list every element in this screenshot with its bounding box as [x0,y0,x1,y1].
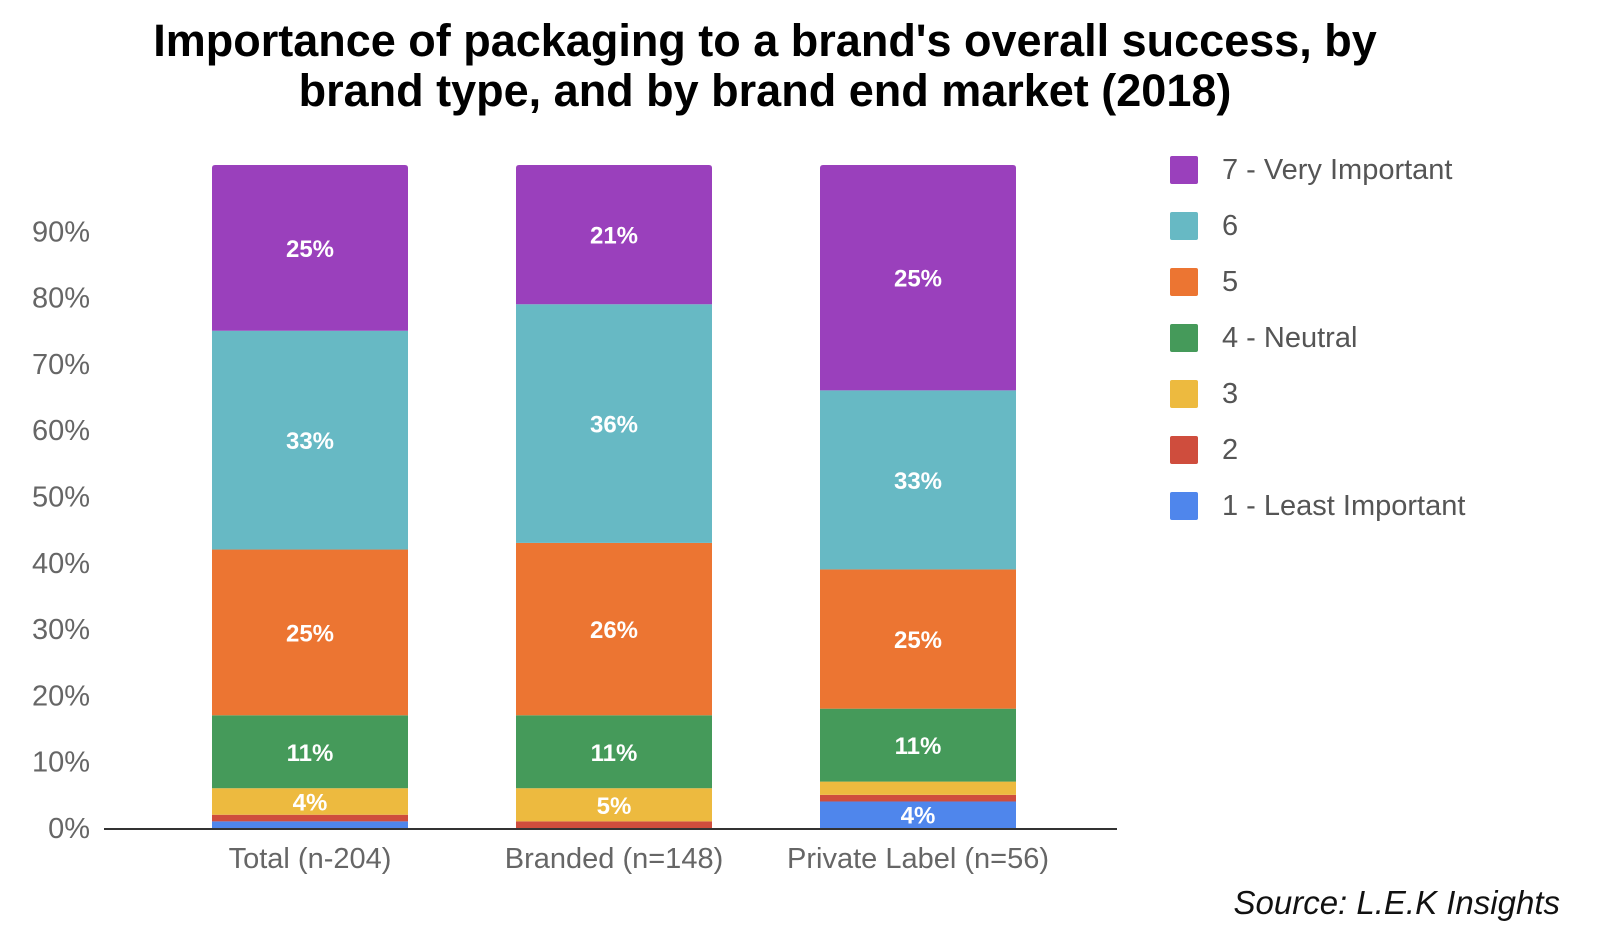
y-tick-label: 40% [32,548,90,580]
legend-label: 1 - Least Important [1222,490,1466,522]
bar-segment [820,794,1016,802]
bar-segment [516,715,712,789]
y-tick-label: 0% [48,813,90,845]
legend-item-2[interactable]: 2 [1170,430,1590,470]
data-label: 36% [590,412,638,439]
legend-swatch [1170,212,1198,240]
bar-segment [516,788,712,822]
bar-segment [820,781,1016,795]
legend-swatch [1170,436,1198,464]
bar-segment [516,542,712,716]
data-label: 25% [286,620,334,647]
data-label: 25% [894,627,942,654]
data-label: 26% [590,617,638,644]
bar-segment [212,715,408,789]
y-tick-label: 20% [32,680,90,712]
legend-item-very-important[interactable]: 7 - Very Important [1170,150,1590,190]
bar-segment [820,708,1016,782]
data-label: 4% [901,803,936,830]
legend-item-6[interactable]: 6 [1170,206,1590,246]
legend-swatch [1170,492,1198,520]
bar-segment [212,549,408,716]
legend-label: 5 [1222,266,1239,298]
bar-segment [820,165,1016,391]
bar-segment [820,569,1016,709]
x-tick-label: Total (n-204) [229,843,392,875]
legend-label: 2 [1222,434,1239,466]
stacked-bar-chart: 0% 10% 20% 30% 40% 50% 60% 70% 80% 90% 4% 11% 25% 33%… [32,165,1117,875]
data-label: 33% [286,428,334,455]
legend-label: 7 - Very Important [1222,154,1453,186]
legend-label: 6 [1222,210,1239,242]
legend-item-5[interactable]: 5 [1170,262,1590,302]
data-label: 4% [293,789,328,816]
bar-segment [212,814,408,822]
chart-title-line-1: Importance of packaging to a brand's ove… [153,15,1377,66]
y-tick-label: 50% [32,482,90,514]
y-tick-label: 80% [32,283,90,315]
bar-segment [212,788,408,815]
bar-segment [212,330,408,550]
bar-segment [212,165,408,331]
chart-title: Importance of packaging to a brand's ove… [0,16,1530,116]
legend-swatch [1170,380,1198,408]
legend-label: 3 [1222,378,1239,410]
y-tick-label: 90% [32,216,90,248]
legend-item-neutral[interactable]: 4 - Neutral [1170,318,1590,358]
data-label: 5% [597,793,632,820]
data-label: 25% [894,266,942,293]
chart-title-line-2: brand type, and by brand end market (201… [298,65,1232,116]
bar-segment [820,390,1016,570]
y-tick-label: 60% [32,415,90,447]
x-tick-label: Private Label (n=56) [787,843,1049,875]
bar-segment [820,801,1016,828]
legend-item-least-important[interactable]: 1 - Least Important [1170,486,1590,526]
bar-segment [516,304,712,543]
legend-label: 4 - Neutral [1222,322,1358,354]
legend-item-3[interactable]: 3 [1170,374,1590,414]
y-tick-label: 10% [32,747,90,779]
bar-segment [516,165,712,305]
bar-segment [516,821,712,828]
data-label: 25% [286,236,334,263]
data-label: 33% [894,468,942,495]
legend-swatch [1170,324,1198,352]
data-label: 11% [287,740,334,767]
y-tick-label: 70% [32,349,90,381]
bar-segment [212,821,408,828]
data-label: 11% [895,733,942,760]
source-note: Source: L.E.K Insights [1233,884,1560,921]
legend-swatch [1170,268,1198,296]
data-label: 21% [590,223,638,250]
x-tick-label: Branded (n=148) [505,843,723,875]
y-tick-label: 30% [32,614,90,646]
data-label: 11% [591,740,638,767]
legend-swatch [1170,156,1198,184]
